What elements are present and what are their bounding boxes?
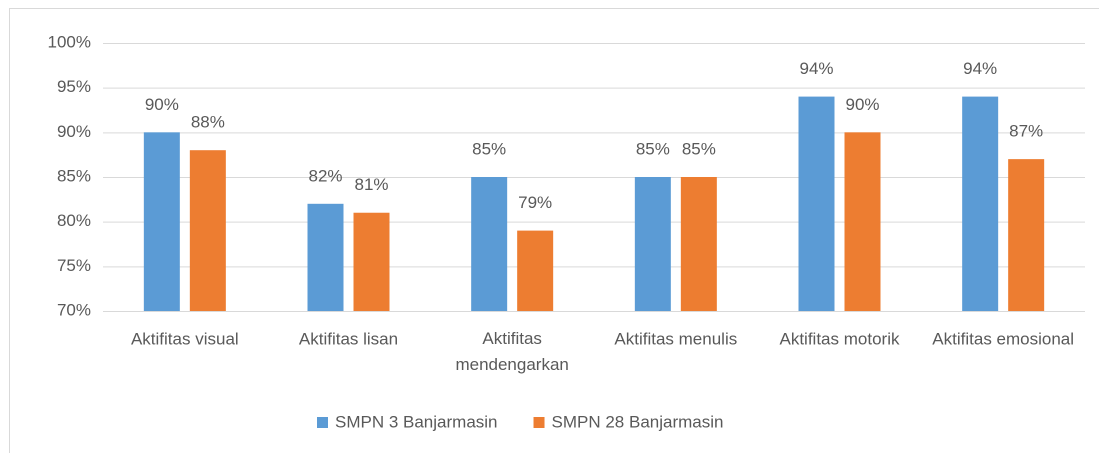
- data-label: 87%: [1009, 122, 1043, 141]
- data-label: 79%: [518, 193, 552, 212]
- data-label: 94%: [963, 59, 997, 78]
- data-label: 94%: [799, 59, 833, 78]
- legend-label: SMPN 3 Banjarmasin: [335, 412, 498, 431]
- bar: [353, 212, 390, 311]
- y-tick-label: 95%: [57, 77, 91, 96]
- bar: [634, 177, 671, 311]
- x-tick-label: Aktifitas menulis: [614, 329, 737, 348]
- bar: [307, 203, 344, 311]
- data-label: 85%: [472, 139, 506, 158]
- y-tick-label: 70%: [57, 300, 91, 319]
- data-label: 85%: [682, 139, 716, 158]
- x-tick-label: Aktifitas emosional: [932, 329, 1074, 348]
- bar: [143, 132, 180, 311]
- bar: [844, 132, 881, 311]
- y-tick-label: 85%: [57, 166, 91, 185]
- x-tick-label: Aktifitas visual: [131, 329, 239, 348]
- data-label: 82%: [308, 166, 342, 185]
- x-tick-label: Aktifitas motorik: [780, 329, 900, 348]
- data-label: 85%: [636, 139, 670, 158]
- legend-swatch: [533, 417, 545, 428]
- bar: [517, 230, 554, 311]
- x-tick-label: Aktifitas lisan: [299, 329, 398, 348]
- bar: [189, 150, 226, 311]
- bar: [1008, 159, 1045, 311]
- bar: [471, 177, 508, 311]
- bar: [962, 96, 999, 311]
- y-tick-label: 90%: [57, 122, 91, 141]
- data-label: 90%: [845, 95, 879, 114]
- bar: [798, 96, 835, 311]
- y-tick-label: 100%: [48, 32, 91, 51]
- data-label: 90%: [145, 95, 179, 114]
- legend-swatch: [317, 417, 328, 428]
- bar: [680, 177, 717, 311]
- x-tick-label: Aktifitas mendengarkan: [455, 329, 568, 374]
- legend-label: SMPN 28 Banjarmasin: [552, 412, 724, 431]
- data-label: 88%: [191, 113, 225, 132]
- data-label: 81%: [354, 175, 388, 194]
- y-tick-label: 75%: [57, 256, 91, 275]
- chart-frame: [9, 8, 1099, 453]
- y-tick-label: 80%: [57, 211, 91, 230]
